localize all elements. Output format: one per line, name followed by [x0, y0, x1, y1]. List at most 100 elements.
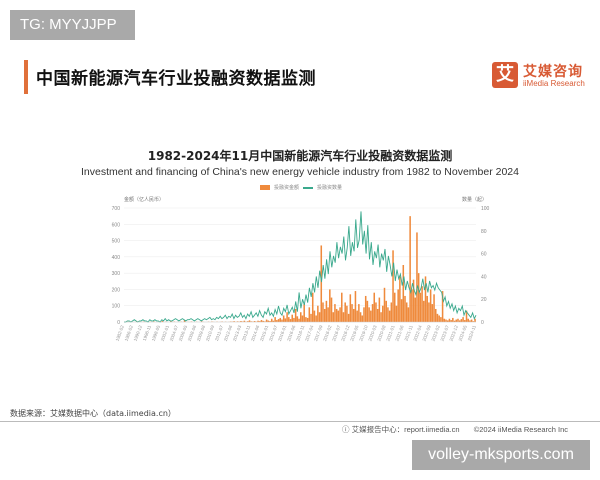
- amount-bar: [267, 320, 270, 322]
- chart-legend: 投融资金额 投融资数量: [260, 184, 342, 191]
- amount-bar: [390, 302, 393, 322]
- count-line: [124, 211, 477, 323]
- amount-bar: [417, 273, 420, 322]
- amount-bar: [300, 312, 302, 322]
- amount-bar: [332, 312, 335, 322]
- amount-bar: [472, 321, 475, 322]
- amount-bar: [236, 321, 239, 322]
- amount-bar: [356, 310, 358, 322]
- x-tick-label: 1996-11: [142, 324, 152, 341]
- amount-bar: [296, 316, 299, 322]
- amount-bar: [318, 312, 321, 322]
- right-tick-label: 0: [481, 320, 484, 326]
- title-accent-bar: [24, 60, 28, 94]
- amount-bar: [327, 307, 329, 322]
- left-tick-label: 0: [117, 320, 120, 326]
- right-tick-label: 20: [481, 297, 487, 303]
- amount-bar: [448, 318, 451, 322]
- right-tick-label: 60: [481, 252, 487, 258]
- x-tick-label: 2023-12: [449, 324, 460, 342]
- x-tick-label: 2015-01: [259, 324, 270, 342]
- x-tick-label: 2013-03: [232, 324, 243, 342]
- amount-bar: [462, 317, 464, 322]
- amount-bar: [375, 302, 377, 322]
- amount-bar: [474, 318, 476, 322]
- x-tick-label: 2011-07: [214, 324, 224, 341]
- legend-label-amount: 投融资金额: [274, 185, 300, 191]
- amount-bar: [414, 297, 417, 322]
- left-tick-label: 200: [112, 287, 121, 293]
- amount-bar: [341, 292, 343, 322]
- x-tick-label: 2018-02: [322, 324, 333, 342]
- x-tick-label: 2014-06: [250, 324, 261, 342]
- report-center-link[interactable]: 艾媒报告中心：report.iimedia.cn: [351, 425, 460, 434]
- amount-bar: [431, 304, 434, 322]
- amount-bar: [457, 318, 459, 322]
- amount-bar: [392, 250, 394, 322]
- amount-bar: [253, 321, 256, 322]
- x-tick-label: 1998-05: [151, 324, 162, 342]
- report-center-icon: ⓘ: [342, 425, 350, 434]
- amount-bar: [373, 292, 376, 322]
- amount-bar: [349, 294, 352, 322]
- left-tick-label: 100: [112, 304, 121, 310]
- amount-bar: [303, 304, 305, 322]
- amount-bar: [342, 312, 345, 322]
- left-axis-title: 金额（亿人民币）: [124, 197, 165, 203]
- amount-bar: [330, 297, 333, 322]
- iimedia-logo: 艾 艾媒咨询 iiMedia Research: [492, 62, 592, 92]
- amount-bar: [351, 304, 353, 322]
- x-tick-label: 2023-02: [430, 324, 441, 342]
- amount-bar: [450, 320, 452, 322]
- data-source: 数据来源：艾媒数据中心（data.iimedia.cn）: [10, 409, 176, 418]
- amount-bar: [393, 292, 396, 322]
- amount-bar: [397, 289, 399, 322]
- amount-bar: [426, 295, 428, 322]
- amount-bar: [453, 320, 456, 322]
- amount-bar: [291, 314, 293, 322]
- amount-bar: [460, 319, 463, 322]
- amount-bar: [281, 319, 283, 322]
- amount-bar: [465, 310, 468, 322]
- amount-bar: [382, 305, 384, 322]
- x-tick-label: 2004-07: [169, 324, 180, 342]
- amount-bar: [383, 287, 386, 322]
- x-tick-label: 2020-03: [367, 324, 378, 342]
- amount-bar: [399, 276, 401, 322]
- amount-bar: [337, 310, 340, 322]
- x-tick-label: 2019-10: [358, 324, 369, 342]
- left-tick-label: 400: [112, 255, 121, 261]
- amount-bar: [416, 232, 418, 322]
- amount-bar: [436, 313, 439, 322]
- amount-bar: [458, 320, 461, 322]
- chart-title: 1982-2024年11月中国新能源汽车行业投融资数据监测: [147, 149, 453, 163]
- amount-bar: [429, 289, 432, 322]
- amount-bar: [347, 313, 350, 322]
- amount-bar: [200, 321, 203, 322]
- x-tick-label: 2021-06: [394, 324, 405, 342]
- x-tick-label: 2024-11: [467, 324, 477, 341]
- amount-bar: [339, 307, 341, 322]
- amount-bar: [315, 315, 317, 322]
- amount-bar: [286, 312, 288, 322]
- logo-cn-text: 艾媒咨询: [523, 64, 583, 80]
- amount-bar: [445, 319, 447, 322]
- x-tick-label: 2022-04: [412, 324, 423, 342]
- amount-bar: [400, 299, 403, 322]
- amount-bar: [293, 317, 295, 322]
- amount-bar: [272, 320, 275, 322]
- amount-bar: [363, 307, 365, 322]
- amount-bar: [361, 315, 364, 322]
- amount-bar: [412, 279, 415, 322]
- amount-bar: [311, 292, 314, 322]
- amount-bar: [233, 321, 235, 322]
- x-tick-label: 2019-05: [349, 324, 360, 342]
- amount-bar: [354, 291, 357, 322]
- watermark-bottom: volley-mksports.com: [412, 440, 590, 470]
- amount-bar: [264, 321, 266, 322]
- x-tick-label: 2017-09: [313, 324, 324, 342]
- amount-bar: [260, 320, 263, 322]
- amount-bar: [240, 321, 242, 322]
- amount-bar: [270, 318, 273, 322]
- logo-en-text: iiMedia Research: [523, 79, 585, 88]
